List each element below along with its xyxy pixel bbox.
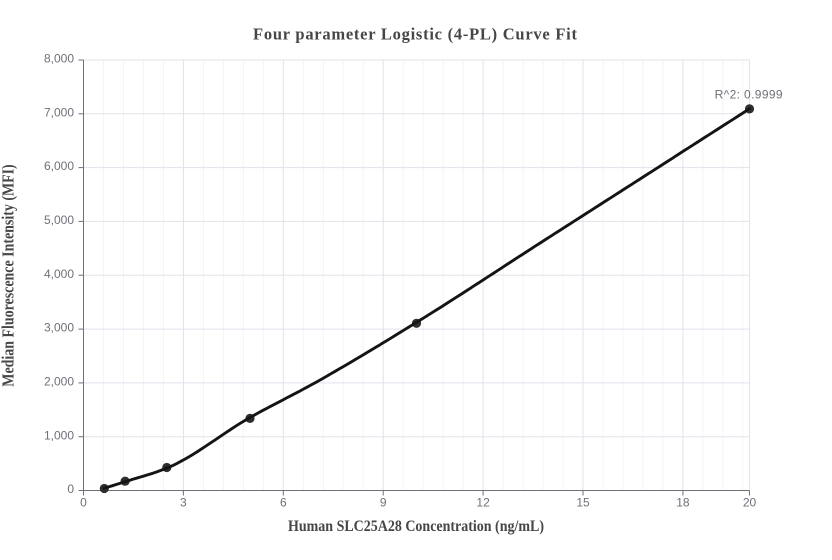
svg-text:8,000: 8,000 — [44, 52, 74, 66]
svg-text:Median Fluorescence Intensity: Median Fluorescence Intensity (MFI) — [0, 164, 18, 386]
svg-text:1,000: 1,000 — [44, 428, 74, 442]
svg-text:4,000: 4,000 — [44, 267, 74, 281]
svg-text:15: 15 — [576, 496, 590, 510]
svg-text:R^2: 0.9999: R^2: 0.9999 — [715, 88, 783, 102]
svg-text:18: 18 — [676, 496, 690, 510]
svg-text:Four parameter Logistic (4-PL): Four parameter Logistic (4-PL) Curve Fit — [253, 24, 578, 43]
svg-text:9: 9 — [380, 496, 387, 510]
svg-text:3: 3 — [180, 496, 187, 510]
svg-text:6,000: 6,000 — [44, 159, 74, 173]
svg-text:6: 6 — [280, 496, 287, 510]
svg-text:3,000: 3,000 — [44, 321, 74, 335]
svg-text:0: 0 — [67, 482, 74, 496]
svg-text:0: 0 — [80, 496, 87, 510]
svg-text:2,000: 2,000 — [44, 375, 74, 389]
svg-text:Human SLC25A28 Concentration (: Human SLC25A28 Concentration (ng/mL) — [288, 518, 544, 535]
svg-text:20: 20 — [743, 496, 757, 510]
svg-text:7,000: 7,000 — [44, 105, 74, 119]
svg-text:5,000: 5,000 — [44, 213, 74, 227]
svg-text:12: 12 — [476, 496, 490, 510]
